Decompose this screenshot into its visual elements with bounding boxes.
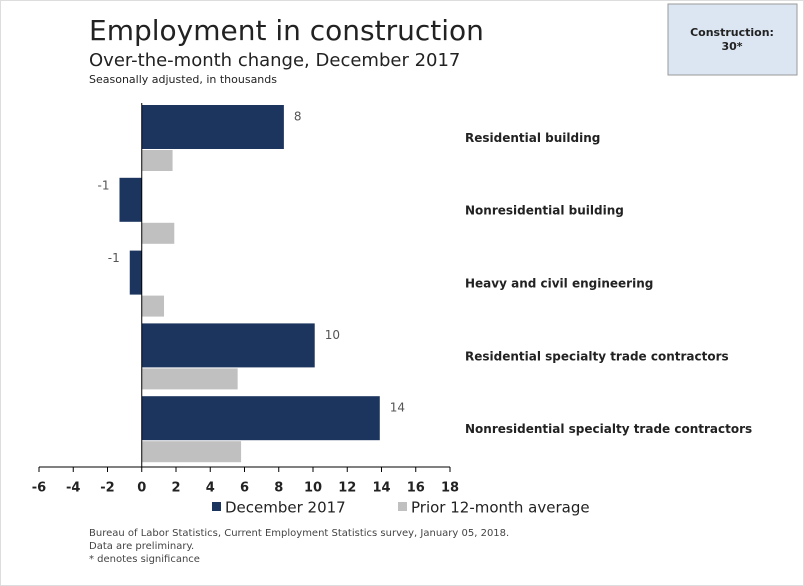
bar: [141, 396, 380, 441]
x-tick-label: 6: [240, 481, 249, 496]
category-label: Residential specialty trade contractors: [465, 349, 729, 363]
x-tick-label: 18: [441, 481, 459, 496]
category-label: Nonresidential specialty trade contracto…: [465, 422, 752, 436]
x-tick-label: 8: [274, 481, 283, 496]
value-label: 14: [390, 401, 405, 415]
chart-subtitle: Over-the-month change, December 2017: [89, 50, 460, 71]
legend-swatch: [212, 502, 221, 511]
bar: [141, 222, 175, 244]
x-tick-label: 16: [407, 481, 425, 496]
units: Seasonally adjusted, in thousands: [89, 73, 277, 86]
bar: [141, 150, 173, 171]
x-tick-label: -4: [66, 481, 80, 496]
value-label: 8: [294, 110, 302, 124]
bar: [141, 323, 315, 368]
x-tick-label: 10: [304, 481, 322, 496]
bar: [141, 368, 238, 390]
footnote: Data are preliminary.: [89, 541, 194, 552]
value-label: -1: [108, 251, 120, 265]
value-label: 10: [325, 328, 340, 342]
chart-title: Employment in construction: [89, 14, 484, 47]
x-tick-label: 4: [206, 481, 215, 496]
legend-label: Prior 12-month average: [411, 499, 590, 517]
annotation-line: Construction:: [690, 26, 774, 39]
footnote: Bureau of Labor Statistics, Current Empl…: [89, 528, 509, 539]
x-tick-label: 12: [338, 481, 356, 496]
value-label: -1: [98, 178, 110, 192]
x-tick-label: -2: [100, 481, 114, 496]
bar: [141, 105, 284, 149]
category-label: Heavy and civil engineering: [465, 277, 653, 291]
bar: [141, 441, 242, 463]
bar: [141, 295, 165, 317]
x-tick-label: 2: [171, 481, 180, 496]
x-tick-label: 0: [137, 481, 146, 496]
legend-swatch: [398, 502, 407, 511]
annotation-box: [667, 3, 798, 76]
x-tick-label: -6: [32, 481, 46, 496]
x-tick-label: 14: [372, 481, 390, 496]
footnote: * denotes significance: [89, 554, 200, 565]
annotation-line: 30*: [721, 40, 742, 53]
legend-label: December 2017: [225, 499, 346, 517]
category-label: Nonresidential building: [465, 204, 624, 218]
bar: [129, 250, 142, 295]
category-label: Residential building: [465, 131, 600, 145]
bar: [119, 177, 142, 222]
